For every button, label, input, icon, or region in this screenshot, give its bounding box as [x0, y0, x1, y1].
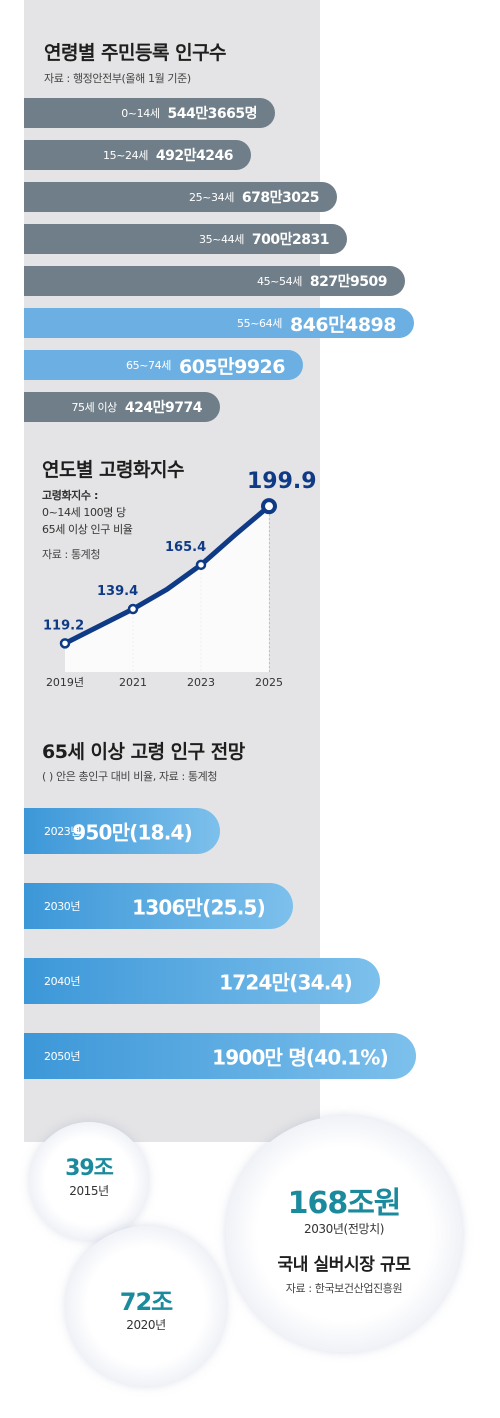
market-bubble-2030: 168조원 2030년(전망치) 국내 실버시장 규모 자료 : 한국보건산업진…	[226, 1116, 462, 1352]
age-bar-category-label: 15~24세	[102, 149, 148, 162]
aging-index-source: 자료 : 통계청	[42, 548, 101, 561]
line-area	[65, 506, 269, 672]
market-2030-amount: 168조원	[287, 1186, 402, 1221]
population-by-age-source: 자료 : 행정안전부(올해 1월 기준)	[44, 72, 191, 85]
age-bar-category-label: 75세 이상	[71, 401, 117, 414]
forecast-bar-value-label: 1900만 명(40.1%)	[212, 1045, 389, 1070]
market-size-source: 자료 : 한국보건산업진흥원	[285, 1282, 403, 1295]
age-bar-value-label: 827만9509	[309, 274, 388, 290]
age-bar-value-label: 846만4898	[289, 313, 397, 336]
age-bar-category-label: 45~54세	[256, 275, 302, 288]
x-tick-label: 2023	[187, 676, 215, 689]
aging-index-definition: 고령화지수 : 0~14세 100명 당 65세 이상 인구 비율	[42, 487, 133, 538]
age-bar-value-label: 700만2831	[251, 232, 330, 248]
elderly-forecast-source: ( ) 안은 총인구 대비 비율, 자료 : 통계청	[42, 770, 218, 783]
aging-index-line	[62, 503, 272, 646]
age-bar-category-label: 0~14세	[121, 107, 160, 120]
age-bar: 0~14세 544만3665명	[24, 98, 275, 128]
age-bar-category-label: 55~64세	[237, 317, 282, 330]
age-bar: 65~74세 605만9926	[24, 350, 303, 380]
age-bar-value-label: 424만9774	[124, 400, 203, 416]
data-point	[59, 638, 71, 649]
market-2015-year: 2015년	[69, 1184, 109, 1198]
age-bar: 45~54세 827만9509	[24, 266, 405, 296]
data-point	[127, 603, 139, 615]
forecast-bar: 2040년 1724만(34.4)	[24, 958, 380, 1004]
market-2020-year: 2020년	[126, 1318, 166, 1332]
market-bubble-2020: 72조 2020년	[66, 1226, 226, 1386]
aging-index-title: 연도별 고령화지수	[42, 459, 184, 481]
market-size-title: 국내 실버시장 규모	[277, 1255, 411, 1275]
market-bubble-2015: 39조 2015년	[30, 1122, 148, 1240]
x-tick-label: 2021	[119, 676, 147, 689]
data-label: 139.4	[97, 584, 138, 599]
forecast-bar-value-label: 950만(18.4)	[72, 820, 193, 845]
forecast-bar: 2030년 1306만(25.5)	[24, 883, 293, 929]
forecast-bar-year-label: 2030년	[44, 900, 81, 913]
data-label: 199.9	[247, 469, 317, 494]
data-label: 165.4	[165, 540, 206, 555]
forecast-bar: 2023년 950만(18.4)	[24, 808, 220, 854]
age-bar: 25~34세 678만3025	[24, 182, 337, 212]
age-bar-value-label: 492만4246	[155, 148, 234, 164]
aging-index-definition-line1: 0~14세 100명 당	[42, 506, 126, 519]
aging-index-definition-label: 고령화지수 :	[42, 489, 99, 502]
forecast-bar: 2050년 1900만 명(40.1%)	[24, 1033, 416, 1079]
market-2030-year: 2030년(전망치)	[303, 1222, 385, 1236]
market-2015-amount: 39조	[65, 1156, 114, 1181]
age-bar-category-label: 35~44세	[198, 233, 244, 246]
population-by-age-title: 연령별 주민등록 인구수	[44, 42, 227, 64]
x-tick-label: 2019년	[46, 676, 84, 689]
age-bar-category-label: 25~34세	[188, 191, 234, 204]
age-bar-value-label: 544만3665명	[167, 106, 258, 122]
elderly-forecast-title: 65세 이상 고령 인구 전망	[42, 741, 245, 763]
age-bar: 15~24세 492만4246	[24, 140, 251, 170]
age-bar: 55~64세 846만4898	[24, 308, 414, 338]
forecast-bar-value-label: 1724만(34.4)	[219, 970, 353, 995]
forecast-bar-value-label: 1306만(25.5)	[132, 895, 266, 920]
age-bar: 75세 이상 424만9774	[24, 392, 220, 422]
data-point	[261, 498, 277, 515]
x-tick-label: 2025	[255, 676, 283, 689]
forecast-bar-year-label: 2023년	[44, 825, 81, 838]
age-bar: 35~44세 700만2831	[24, 224, 347, 254]
forecast-bar-year-label: 2050년	[44, 1050, 81, 1063]
age-bar-value-label: 678만3025	[241, 190, 320, 206]
aging-index-line-chart: 119.2 2019년 139.4 2021 165.4 2023 199.9 2025	[43, 469, 317, 689]
data-point	[195, 559, 207, 571]
forecast-bar-year-label: 2040년	[44, 975, 81, 988]
market-2020-amount: 72조	[119, 1288, 173, 1316]
age-bar-value-label: 605만9926	[178, 355, 286, 378]
data-label: 119.2	[43, 618, 84, 633]
age-bar-category-label: 65~74세	[126, 359, 171, 372]
aging-index-definition-line2: 65세 이상 인구 비율	[42, 523, 133, 536]
